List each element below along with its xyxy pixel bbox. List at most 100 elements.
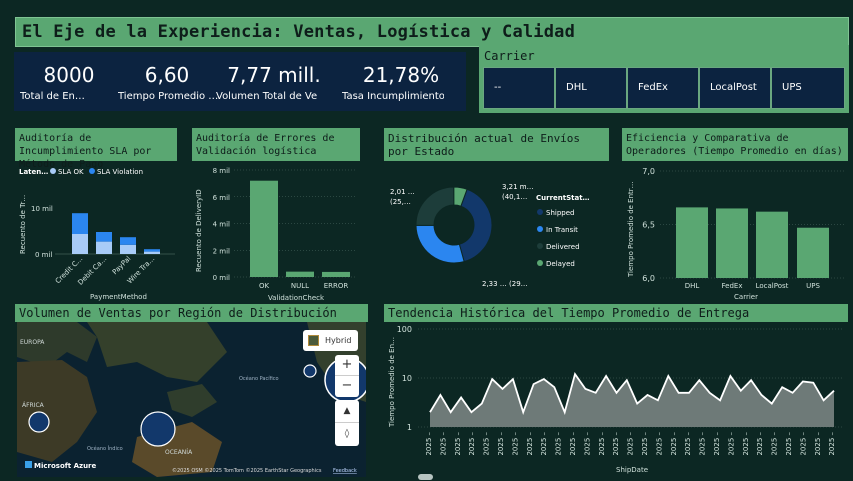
- status-legend-item[interactable]: In Transit: [546, 226, 578, 234]
- status-chart[interactable]: 3,21 m… (40,1… 2,01 … (25,… 2,33 … (29… …: [384, 162, 610, 302]
- map-zoom-in-button[interactable]: +: [341, 357, 353, 372]
- trend-xtick: 2025 –: [454, 432, 462, 456]
- status-label-shipped-value: 3,21 m…: [502, 183, 534, 191]
- status-legend-item[interactable]: Shipped: [546, 209, 574, 217]
- donut-slice-in-transit[interactable]: [415, 224, 465, 264]
- trend-xtick: 2025 –: [540, 432, 548, 456]
- trend-xtick: 2025 –: [742, 432, 750, 456]
- map-pitch-icon[interactable]: ▲: [343, 406, 351, 416]
- carrier-bar[interactable]: [716, 208, 748, 278]
- sales-map[interactable]: EUROPA ÁFRICA Océano Índico OCEANÍA Océa…: [17, 322, 366, 477]
- status-label-delivered-pct: (25,…: [390, 198, 411, 206]
- carrier-option-ups[interactable]: UPS: [771, 67, 845, 109]
- trend-xtick: 2025 –: [612, 432, 620, 456]
- carrier-chart-header: Eficiencia y Comparativa de Operadores (…: [622, 128, 848, 161]
- carrier-ylabel: Tiempo Promedio de Entr…: [627, 181, 635, 278]
- trend-xtick: 2025 –: [598, 432, 606, 456]
- carrier-option-all[interactable]: --: [483, 67, 555, 109]
- map-compass-icon[interactable]: ◊: [335, 422, 359, 444]
- sla-bar-ok[interactable]: [120, 244, 136, 254]
- trend-ytick: 100: [397, 325, 412, 334]
- kpi-tasa-incumplimiento: 21,78% Tasa Incumplimiento…: [336, 52, 466, 111]
- carrier-bar[interactable]: [756, 211, 788, 278]
- map-zoom-control: + −: [335, 355, 359, 397]
- kpi-value: 8000: [43, 63, 95, 87]
- trend-xtick: 2025 –: [511, 432, 519, 456]
- trend-xtick: 2025 –: [526, 432, 534, 456]
- kpi-panel: 8000 Total de En… 6,60 Tiempo Promedio ……: [14, 52, 466, 111]
- sla-ytick: 0 mil: [35, 251, 52, 259]
- trend-xtick: 2025 –: [583, 432, 591, 456]
- map-label-oceania: OCEANÍA: [165, 449, 193, 456]
- validation-bar[interactable]: [250, 180, 278, 277]
- validation-chart-header: Auditoría de Errores de Validación logís…: [192, 128, 360, 161]
- validation-ytick: 4 mil: [213, 221, 230, 229]
- sla-bar-violation[interactable]: [144, 249, 160, 252]
- sla-bar-ok[interactable]: [96, 241, 112, 254]
- sla-bar-violation[interactable]: [72, 213, 88, 234]
- trend-xtick: 2025 –: [555, 432, 563, 456]
- trend-chart[interactable]: Tiempo Promedio de En… 100 10 1 2025 – 20…: [384, 322, 850, 474]
- sla-bar-ok[interactable]: [72, 234, 88, 254]
- map-feedback-link[interactable]: Feedback: [333, 468, 357, 474]
- validation-ytick: 6 mil: [213, 194, 230, 202]
- trend-area-fill: [430, 374, 834, 427]
- trend-xtick: 2025 –: [670, 432, 678, 456]
- validation-xlabel: ValidationCheck: [268, 294, 325, 302]
- sla-ytick: 10 mil: [31, 205, 53, 213]
- azure-logo-icon: [25, 461, 32, 468]
- status-legend-item[interactable]: Delivered: [546, 243, 580, 251]
- trend-xtick: 2025 –: [655, 432, 663, 456]
- kpi-value: 7,77 mill.: [227, 63, 321, 87]
- carrier-xlabel: Carrier: [734, 293, 758, 301]
- carrier-xtick: UPS: [806, 282, 820, 290]
- map-land-europe: [17, 322, 97, 367]
- donut-slice-delivered[interactable]: [415, 186, 455, 226]
- carrier-bar[interactable]: [797, 227, 829, 278]
- hybrid-thumbnail-icon: [308, 335, 319, 346]
- validation-chart[interactable]: Recuento de DeliveryID 8 mil 6 mil 4 mil 2 …: [192, 162, 360, 302]
- trend-xtick: 2025 –: [439, 432, 447, 456]
- trend-chart-header: Tendencia Histórica del Tiempo Promedio …: [384, 304, 848, 322]
- map-zoom-out-button[interactable]: −: [335, 375, 359, 395]
- trend-scrollbar[interactable]: [418, 474, 433, 480]
- trend-xtick: 2025 –: [483, 432, 491, 456]
- map-attribution: ©2025 OSM ©2025 TomTom ©2025 EarthStar G…: [172, 467, 322, 474]
- carrier-option-fedex[interactable]: FedEx: [627, 67, 699, 109]
- map-label-indico: Océano Índico: [87, 445, 123, 452]
- trend-xtick: 2025 –: [468, 432, 476, 456]
- validation-bar[interactable]: [286, 271, 314, 277]
- map-bubble-pacific[interactable]: [303, 364, 317, 378]
- map-style-button[interactable]: Hybrid: [303, 330, 358, 351]
- sla-bar-violation[interactable]: [120, 237, 136, 245]
- trend-line[interactable]: [429, 372, 835, 415]
- kpi-value: 21,78%: [362, 63, 440, 87]
- kpi-tiempo-promedio: 6,60 Tiempo Promedio …: [112, 52, 222, 111]
- validation-ytick: 2 mil: [213, 247, 230, 255]
- map-land-asia: [87, 322, 227, 382]
- validation-bar[interactable]: [322, 271, 350, 277]
- sla-bar-ok[interactable]: [144, 251, 160, 254]
- trend-xtick: 2025 –: [684, 432, 692, 456]
- donut-slice-delayed[interactable]: [453, 186, 468, 207]
- trend-xtick: 2025 –: [627, 432, 635, 456]
- carrier-xtick: FedEx: [722, 282, 743, 290]
- map-land-africa: [17, 360, 97, 462]
- carrier-option-localpost[interactable]: LocalPost: [699, 67, 771, 109]
- sla-xtick: PayPal: [111, 255, 133, 277]
- sla-chart[interactable]: Laten… SLA OK SLA Violation Recuento de …: [15, 162, 180, 302]
- carrier-slicer-title: Carrier: [484, 49, 535, 63]
- status-legend-item[interactable]: Delayed: [546, 260, 575, 268]
- carrier-chart[interactable]: Tiempo Promedio de Entr… 7,0 6,5 6,0 DHL Fe…: [622, 162, 850, 302]
- kpi-label: Volumen Total de Ve…: [216, 91, 318, 102]
- donut-slice-shipped[interactable]: [458, 188, 493, 263]
- map-bubble-oceania[interactable]: [140, 411, 176, 447]
- trend-xtick: 2025 –: [756, 432, 764, 456]
- carrier-option-dhl[interactable]: DHL: [555, 67, 627, 109]
- carrier-bar[interactable]: [676, 207, 708, 278]
- sla-legend-ok-marker: [50, 168, 56, 174]
- kpi-label: Tasa Incumplimiento…: [342, 91, 444, 102]
- status-label-shipped-pct: (40,1…: [502, 193, 527, 201]
- sla-bar-violation[interactable]: [96, 232, 112, 242]
- map-bubble-africa[interactable]: [28, 411, 50, 433]
